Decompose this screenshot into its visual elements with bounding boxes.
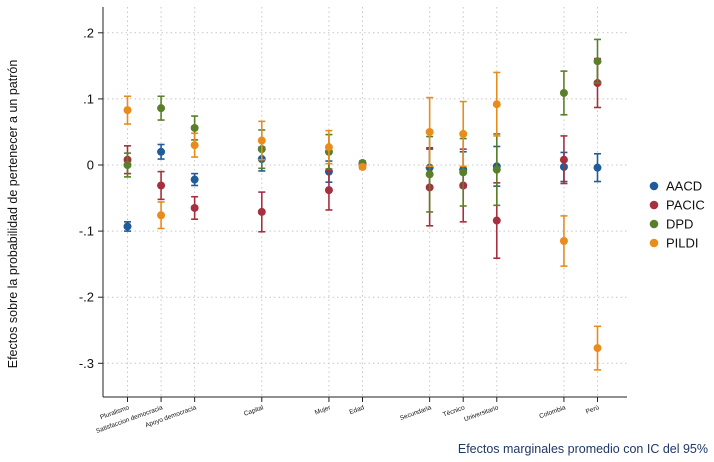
data-point <box>559 237 568 246</box>
data-point <box>123 222 132 231</box>
data-point <box>492 100 501 109</box>
data-point <box>157 147 166 156</box>
series-layer <box>123 38 602 371</box>
data-point <box>190 175 199 184</box>
data-point <box>157 211 166 220</box>
y-tick-label: -.3 <box>79 356 94 371</box>
legend-marker <box>649 219 659 229</box>
legend-label: PILDI <box>666 236 699 251</box>
data-point <box>425 170 434 179</box>
data-point <box>593 344 602 353</box>
data-point <box>190 123 199 132</box>
y-tick-label: .1 <box>83 91 94 106</box>
data-point <box>257 136 266 145</box>
legend-label: PACIC <box>666 198 705 213</box>
x-category-label: Mujer <box>314 404 332 416</box>
y-axis-title: Efectos sobre la probabilidad de pertene… <box>6 60 20 369</box>
data-point <box>459 168 468 177</box>
data-point <box>425 127 434 136</box>
x-category-label: Colombia <box>538 404 567 420</box>
y-tick-label: -.2 <box>79 290 94 305</box>
grid-layer <box>103 7 627 397</box>
data-point <box>324 186 333 195</box>
x-category-label: Secundaria <box>399 404 433 422</box>
data-point <box>492 165 501 174</box>
x-category-label: Universitario <box>463 404 500 423</box>
y-tick-label: .2 <box>83 25 94 40</box>
legend-label: AACD <box>666 179 702 194</box>
data-point <box>123 106 132 115</box>
y-tick-label: 0 <box>87 158 94 173</box>
data-point <box>157 181 166 190</box>
data-point <box>358 162 367 171</box>
legend: AACD PACIC DPD PILDI <box>649 179 705 251</box>
legend-marker <box>649 238 659 248</box>
data-point <box>492 216 501 225</box>
data-point <box>559 155 568 164</box>
x-category-label: Perú <box>585 404 601 415</box>
data-point <box>324 143 333 152</box>
data-point <box>257 207 266 216</box>
legend-marker <box>649 200 659 210</box>
data-point <box>123 161 132 169</box>
data-point <box>190 141 199 150</box>
data-point <box>593 57 602 66</box>
data-point <box>593 163 602 172</box>
series-pildi <box>123 71 602 371</box>
legend-label: DPD <box>666 217 693 232</box>
data-point <box>559 88 568 97</box>
data-point <box>157 104 166 113</box>
data-point <box>459 129 468 138</box>
footer-note: Efectos marginales promedio con IC del 9… <box>458 442 708 456</box>
x-category-label: Capital <box>243 404 265 418</box>
data-point <box>190 203 199 212</box>
x-category-label: Edad <box>349 404 366 416</box>
legend-marker <box>649 181 659 191</box>
y-tick-label: -.1 <box>79 224 94 239</box>
